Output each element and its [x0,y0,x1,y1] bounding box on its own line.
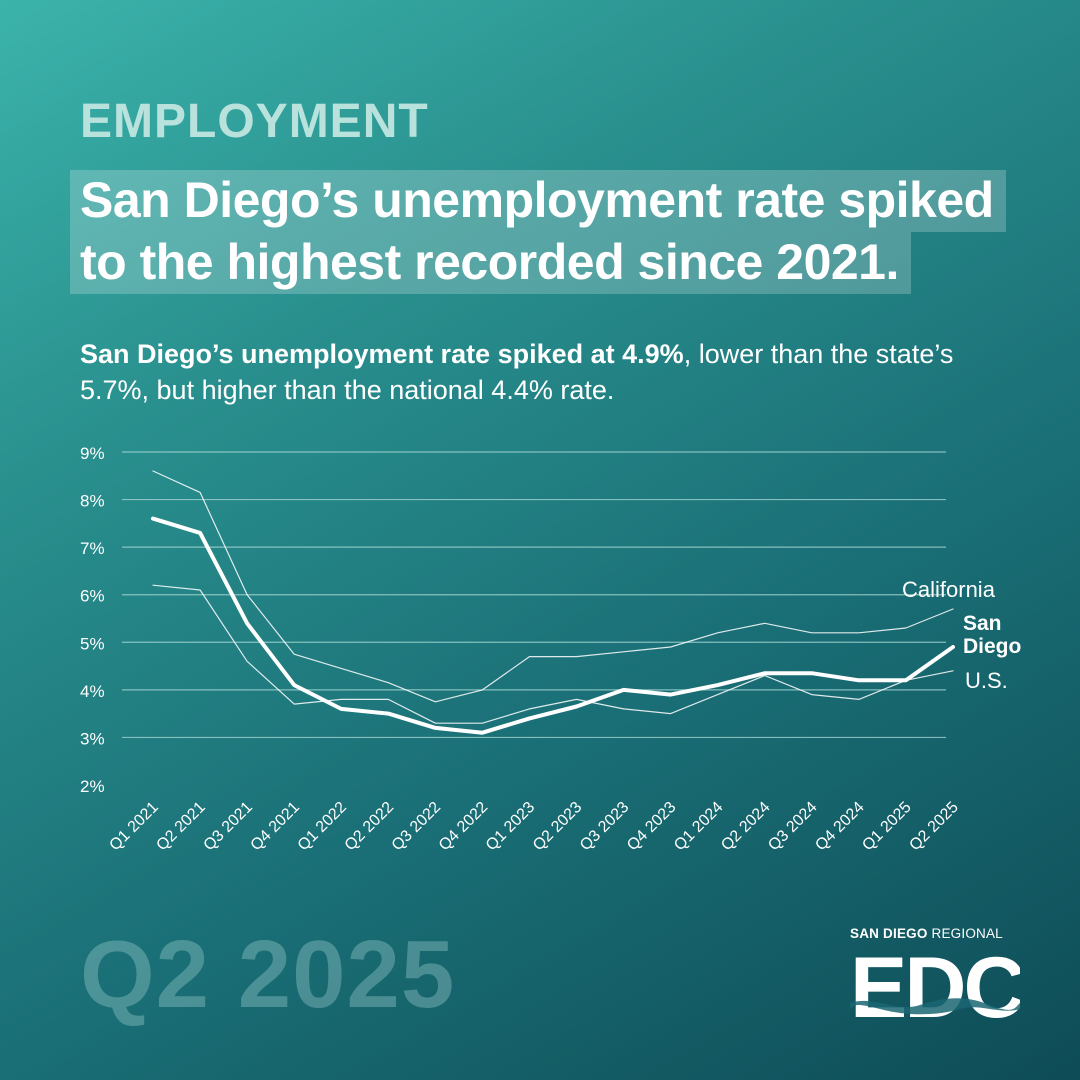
y-tick-label: 3% [80,729,105,748]
edc-logo-text: EDC [850,943,1020,1033]
edc-logo: SAN DIEGO REGIONAL EDC [850,926,1030,1033]
y-tick-label: 5% [80,634,105,653]
y-tick-label: 6% [80,587,105,606]
x-tick-label: Q1 2023 [483,799,538,854]
series-label-san-diego: San [963,612,1002,635]
x-tick-label: Q2 2025 [906,799,961,854]
period-label: Q2 2025 [80,921,456,1028]
x-tick-label: Q1 2021 [106,799,161,854]
x-tick-label: Q2 2023 [530,799,585,854]
series-line-san-diego [151,516,955,735]
x-tick-label: Q4 2022 [436,799,491,854]
x-tick-label: Q3 2024 [765,799,820,854]
x-tick-label: Q2 2021 [153,799,208,854]
edc-logo-mark: EDC [850,943,1020,1033]
x-tick-label: Q2 2024 [718,799,773,854]
logo-org-bold: SAN DIEGO [850,926,928,941]
x-tick-label: Q3 2023 [577,799,632,854]
x-tick-label: Q4 2023 [624,799,679,854]
subhead-rest: , lower than the state’s 5.7%, but highe… [80,339,954,405]
wave-icon [850,998,1020,1015]
series-label-san-diego-line2: Diego [963,635,1021,658]
series-label-california: California [902,577,996,602]
y-tick-label: 2% [80,777,105,796]
subhead: San Diego’s unemployment rate spiked at … [80,336,980,408]
x-tick-label: Q1 2024 [671,799,726,854]
x-tick-label: Q4 2024 [812,799,867,854]
subhead-bold: San Diego’s unemployment rate spiked at … [80,339,684,369]
x-tick-label: Q2 2022 [342,799,397,854]
section-label: EMPLOYMENT [80,95,429,148]
logo-org-light: REGIONAL [931,926,1003,941]
headline: San Diego’s unemployment rate spiked to … [70,170,1006,294]
x-tick-label: Q1 2025 [859,799,914,854]
y-tick-label: 8% [80,492,105,511]
y-tick-label: 9% [80,444,105,463]
y-tick-label: 7% [80,539,105,558]
x-tick-label: Q3 2021 [201,799,256,854]
y-tick-label: 4% [80,682,105,701]
headline-line-2: to the highest recorded since 2021. [70,232,911,294]
x-tick-label: Q4 2021 [248,799,303,854]
series-line-u-s [152,584,954,724]
x-tick-label: Q3 2022 [389,799,444,854]
logo-org-name: SAN DIEGO REGIONAL [850,926,1030,941]
headline-line-1: San Diego’s unemployment rate spiked [70,170,1006,232]
series-label-us: U.S. [965,668,1008,693]
series-line-california [152,470,954,703]
x-tick-label: Q1 2022 [295,799,350,854]
